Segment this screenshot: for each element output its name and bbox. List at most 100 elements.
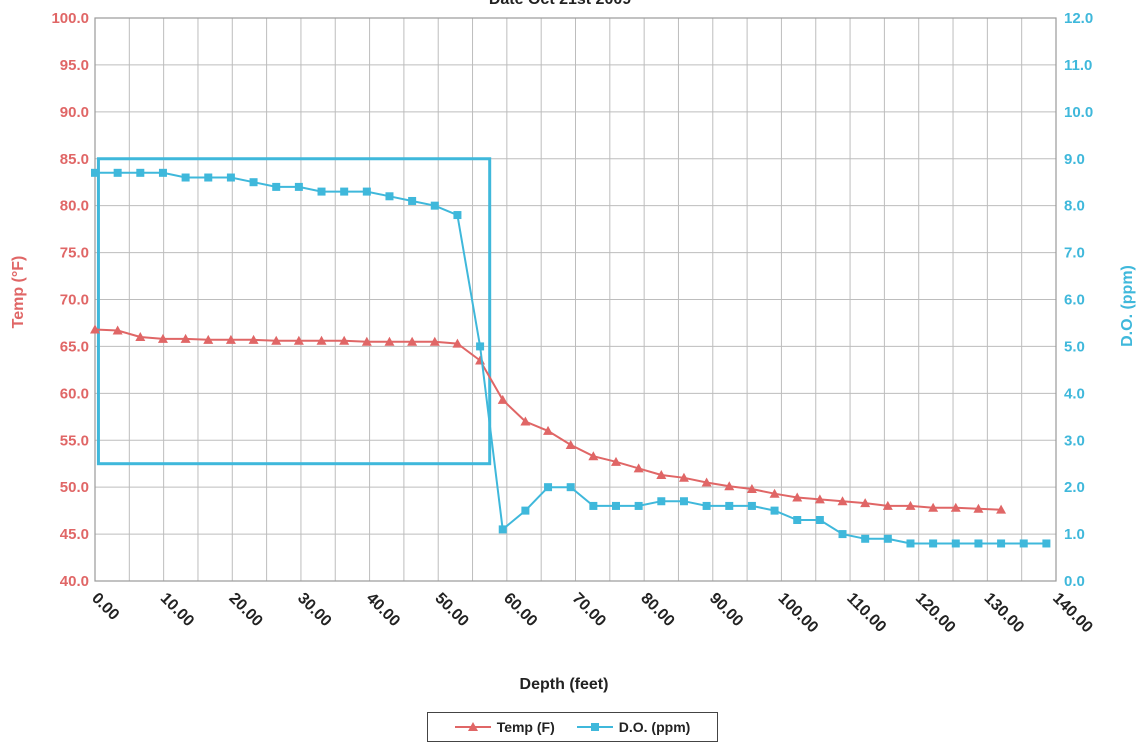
do-point <box>1042 539 1051 548</box>
temp-point <box>339 335 350 345</box>
legend-item-do: D.O. (ppm) <box>576 719 690 735</box>
do-point <box>317 187 326 196</box>
temp-point <box>90 324 100 334</box>
right-axis-tick-label: 8.0 <box>1064 198 1085 215</box>
x-axis-tick-label: 140.00 <box>1049 590 1096 637</box>
left-axis-tick-label: 75.0 <box>60 245 89 262</box>
temp-point <box>543 425 554 435</box>
temp-point <box>950 502 961 512</box>
do-point <box>997 539 1006 548</box>
do-point <box>272 182 281 191</box>
right-axis-tick-label: 1.0 <box>1064 526 1085 543</box>
x-axis-tick-label: 80.00 <box>637 590 677 630</box>
temp-point <box>860 498 871 508</box>
legend-temp-triangle-icon <box>454 722 491 731</box>
do-point <box>929 539 938 548</box>
left-axis-tick-label: 50.0 <box>60 479 89 496</box>
do-point <box>634 501 643 510</box>
temp-point <box>112 325 123 335</box>
chart-title: Date Oct 21st 2009 <box>489 0 631 8</box>
temp-point <box>633 463 644 473</box>
do-point <box>657 497 666 506</box>
legend-item-temp: Temp (F) <box>454 719 555 735</box>
left-axis-tick-label: 85.0 <box>60 151 89 168</box>
x-axis-tick-label: 10.00 <box>157 590 197 630</box>
right-axis-tick-label: 3.0 <box>1064 432 1085 449</box>
left-axis-tick-label: 100.0 <box>51 10 89 27</box>
temp-point <box>724 481 735 491</box>
do-point <box>181 173 190 182</box>
temp-point <box>792 492 803 502</box>
temp-point <box>746 484 757 494</box>
x-axis-tick-label: 20.00 <box>225 590 265 630</box>
do-point <box>249 178 258 187</box>
left-axis-tick-label: 80.0 <box>60 198 89 215</box>
temp-point <box>497 394 508 404</box>
do-point <box>747 501 756 510</box>
legend-label-temp: Temp (F) <box>496 719 555 735</box>
do-point <box>521 506 530 515</box>
do-point <box>566 483 575 492</box>
temp-point <box>656 469 667 479</box>
temp-point <box>135 332 146 342</box>
x-axis-tick-label: 100.00 <box>775 590 822 637</box>
left-axis-tick-label: 70.0 <box>60 292 89 309</box>
right-axis-title: D.O. (ppm) <box>1119 265 1136 347</box>
do-point <box>974 539 983 548</box>
do-point <box>544 483 553 492</box>
do-point <box>951 539 960 548</box>
do-point <box>883 534 892 543</box>
temp-point <box>225 334 236 344</box>
temp-point <box>316 335 327 345</box>
do-point <box>906 539 915 548</box>
do-point <box>158 168 167 177</box>
do-point <box>702 501 711 510</box>
do-point <box>725 501 734 510</box>
right-axis-tick-label: 5.0 <box>1064 338 1085 355</box>
temp-point <box>701 477 712 487</box>
do-point <box>113 168 122 177</box>
legend: Temp (F) D.O. (ppm) <box>427 712 718 742</box>
left-axis-tick-label: 65.0 <box>60 338 89 355</box>
series-group <box>90 168 1051 548</box>
temp-point <box>588 451 599 461</box>
x-axis-tick-label: 130.00 <box>981 590 1028 637</box>
temp-point <box>769 488 780 498</box>
temp-point <box>203 334 214 344</box>
left-axis-title: Temp (°F) <box>10 256 27 329</box>
right-axis-tick-label: 10.0 <box>1064 104 1093 121</box>
left-axis-tick-label: 45.0 <box>60 526 89 543</box>
do-point <box>226 173 235 182</box>
left-axis-tick-label: 90.0 <box>60 104 89 121</box>
x-axis-tick-label: 0.00 <box>88 590 122 624</box>
x-axis-tick-label: 30.00 <box>294 590 334 630</box>
left-axis-tick-label: 40.0 <box>60 573 89 590</box>
temp-point <box>678 472 689 482</box>
temp-point <box>293 335 304 345</box>
temp-point <box>248 334 259 344</box>
highlight-box <box>96 157 492 466</box>
do-point <box>340 187 349 196</box>
do-point <box>498 525 507 534</box>
left-axis-tick-label: 95.0 <box>60 57 89 74</box>
temp-point <box>882 500 893 510</box>
do-point <box>204 173 213 182</box>
temp-point <box>180 333 191 343</box>
temp-point <box>973 503 984 513</box>
do-point <box>385 192 394 201</box>
do-point <box>815 516 824 525</box>
plot-area-frame <box>94 17 1057 582</box>
x-axis-tick-label: 50.00 <box>431 590 471 630</box>
left-axis-tick-label: 55.0 <box>60 432 89 449</box>
series-line-temp <box>94 328 1002 511</box>
do-point <box>589 501 598 510</box>
temp-point <box>610 456 621 466</box>
right-axis-tick-label: 6.0 <box>1064 292 1085 309</box>
left-axis-tick-label: 60.0 <box>60 385 89 402</box>
do-point <box>793 516 802 525</box>
highlight-box-group <box>96 157 492 466</box>
x-axis-tick-label: 110.00 <box>843 590 889 636</box>
do-point <box>136 168 145 177</box>
temp-point <box>837 496 848 506</box>
